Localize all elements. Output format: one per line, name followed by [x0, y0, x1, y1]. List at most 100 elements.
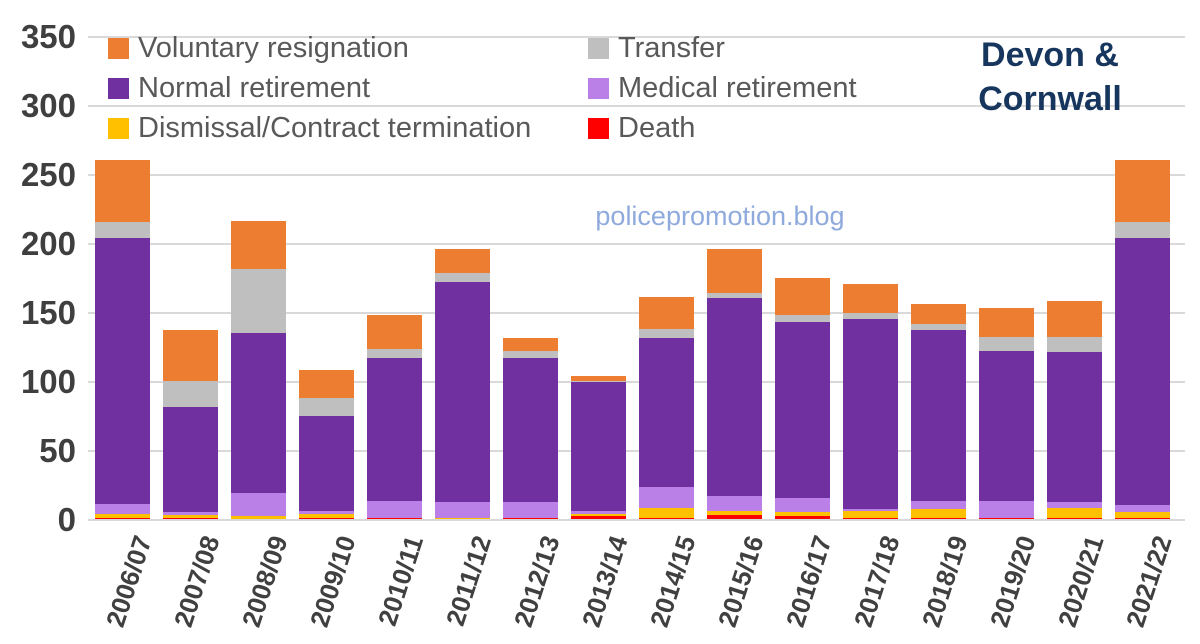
segment-medical-retirement	[707, 495, 762, 511]
segment-voluntary-resignation	[95, 160, 150, 223]
segment-transfer	[571, 381, 626, 383]
segment-death	[163, 517, 218, 519]
segment-medical-retirement	[1115, 505, 1170, 513]
segment-medical-retirement	[435, 502, 490, 518]
segment-medical-retirement	[299, 510, 354, 514]
x-tick-label-2010-11: 2010/11	[372, 532, 430, 630]
segment-medical-retirement	[231, 492, 286, 517]
segment-normal-retirement	[367, 357, 422, 502]
legend-item-normal-retirement: Normal retirement	[108, 70, 370, 106]
segment-transfer	[367, 349, 422, 358]
legend-swatch-voluntary-resignation	[108, 37, 129, 59]
segment-transfer	[707, 292, 762, 299]
segment-normal-retirement	[843, 318, 898, 510]
bar-2006-07	[95, 160, 150, 519]
segment-normal-retirement	[231, 332, 286, 493]
segment-death	[1047, 517, 1102, 519]
segment-transfer	[1047, 336, 1102, 353]
bar-2011-12	[435, 248, 490, 519]
legend-item-voluntary-resignation: Voluntary resignation	[108, 30, 409, 66]
chart-title-line2: Cornwall	[978, 79, 1122, 118]
segment-dismissal-contract-termination	[911, 509, 966, 518]
segment-normal-retirement	[503, 357, 558, 503]
x-tick-label-2014-15: 2014/15	[643, 532, 702, 631]
x-tick-label-2007-08: 2007/08	[167, 532, 226, 631]
y-tick-label-50: 50	[39, 432, 76, 469]
x-tick-label-2015-16: 2015/16	[711, 532, 770, 631]
x-tick-label-2006-07: 2006/07	[99, 532, 158, 631]
legend-swatch-medical-retirement	[588, 77, 609, 99]
legend-item-dismissal-contract-termination: Dismissal/Contract termination	[108, 110, 531, 146]
segment-medical-retirement	[979, 501, 1034, 518]
segment-normal-retirement	[639, 338, 694, 488]
segment-voluntary-resignation	[299, 370, 354, 398]
segment-death	[843, 517, 898, 519]
chart-title: Devon & Cornwall	[935, 34, 1165, 121]
legend-swatch-death	[588, 117, 609, 139]
gridline-250	[88, 174, 1185, 176]
segment-dismissal-contract-termination	[299, 513, 354, 518]
segment-transfer	[843, 313, 898, 319]
segment-transfer	[503, 350, 558, 358]
segment-transfer	[979, 336, 1034, 351]
gridline-150	[88, 312, 1185, 314]
segment-normal-retirement	[979, 350, 1034, 502]
bar-2012-13	[503, 338, 558, 519]
segment-dismissal-contract-termination	[435, 517, 490, 519]
segment-medical-retirement	[775, 498, 830, 513]
segment-transfer	[911, 324, 966, 330]
segment-dismissal-contract-termination	[163, 514, 218, 518]
segment-death	[95, 517, 150, 519]
segment-transfer	[1115, 222, 1170, 238]
x-tick-label-2012-13: 2012/13	[507, 532, 566, 631]
legend-item-medical-retirement: Medical retirement	[588, 70, 857, 106]
legend-swatch-normal-retirement	[108, 77, 129, 99]
segment-voluntary-resignation	[979, 307, 1034, 337]
segment-transfer	[231, 269, 286, 333]
legend-label-voluntary-resignation: Voluntary resignation	[138, 31, 409, 64]
legend-label-medical-retirement: Medical retirement	[618, 71, 857, 104]
segment-voluntary-resignation	[231, 220, 286, 270]
segment-voluntary-resignation	[163, 329, 218, 382]
segment-death	[503, 517, 558, 519]
bar-2019-20	[979, 307, 1034, 519]
x-tick-label-2019-20: 2019/20	[983, 532, 1042, 631]
segment-death	[911, 517, 966, 519]
segment-normal-retirement	[299, 415, 354, 511]
bar-2009-10	[299, 370, 354, 519]
gridline-0	[88, 519, 1185, 521]
segment-medical-retirement	[503, 502, 558, 518]
x-tick-label-2013-14: 2013/14	[575, 532, 634, 631]
segment-voluntary-resignation	[843, 284, 898, 314]
plot-area	[88, 37, 1185, 520]
segment-death	[571, 516, 626, 519]
segment-normal-retirement	[435, 281, 490, 503]
segment-voluntary-resignation	[707, 248, 762, 293]
segment-death	[367, 517, 422, 519]
segment-normal-retirement	[1047, 352, 1102, 503]
legend-label-transfer: Transfer	[618, 31, 725, 64]
segment-normal-retirement	[707, 298, 762, 496]
segment-voluntary-resignation	[571, 375, 626, 382]
segment-death	[707, 514, 762, 519]
gridline-100	[88, 381, 1185, 383]
bar-2007-08	[163, 329, 218, 519]
segment-medical-retirement	[571, 510, 626, 514]
segment-normal-retirement	[571, 382, 626, 511]
segment-medical-retirement	[367, 501, 422, 518]
segment-voluntary-resignation	[911, 303, 966, 325]
segment-dismissal-contract-termination	[95, 513, 150, 518]
legend-swatch-dismissal-contract-termination	[108, 117, 129, 139]
bar-2014-15	[639, 296, 694, 519]
segment-voluntary-resignation	[639, 296, 694, 329]
legend-item-death: Death	[588, 110, 695, 146]
x-tick-label-2016-17: 2016/17	[779, 532, 838, 631]
y-tick-label-250: 250	[20, 156, 76, 193]
segment-transfer	[163, 381, 218, 408]
bar-2010-11	[367, 314, 422, 519]
segment-death	[979, 517, 1034, 519]
segment-normal-retirement	[163, 407, 218, 513]
segment-normal-retirement	[95, 237, 150, 504]
segment-voluntary-resignation	[503, 338, 558, 351]
segment-death	[775, 516, 830, 519]
